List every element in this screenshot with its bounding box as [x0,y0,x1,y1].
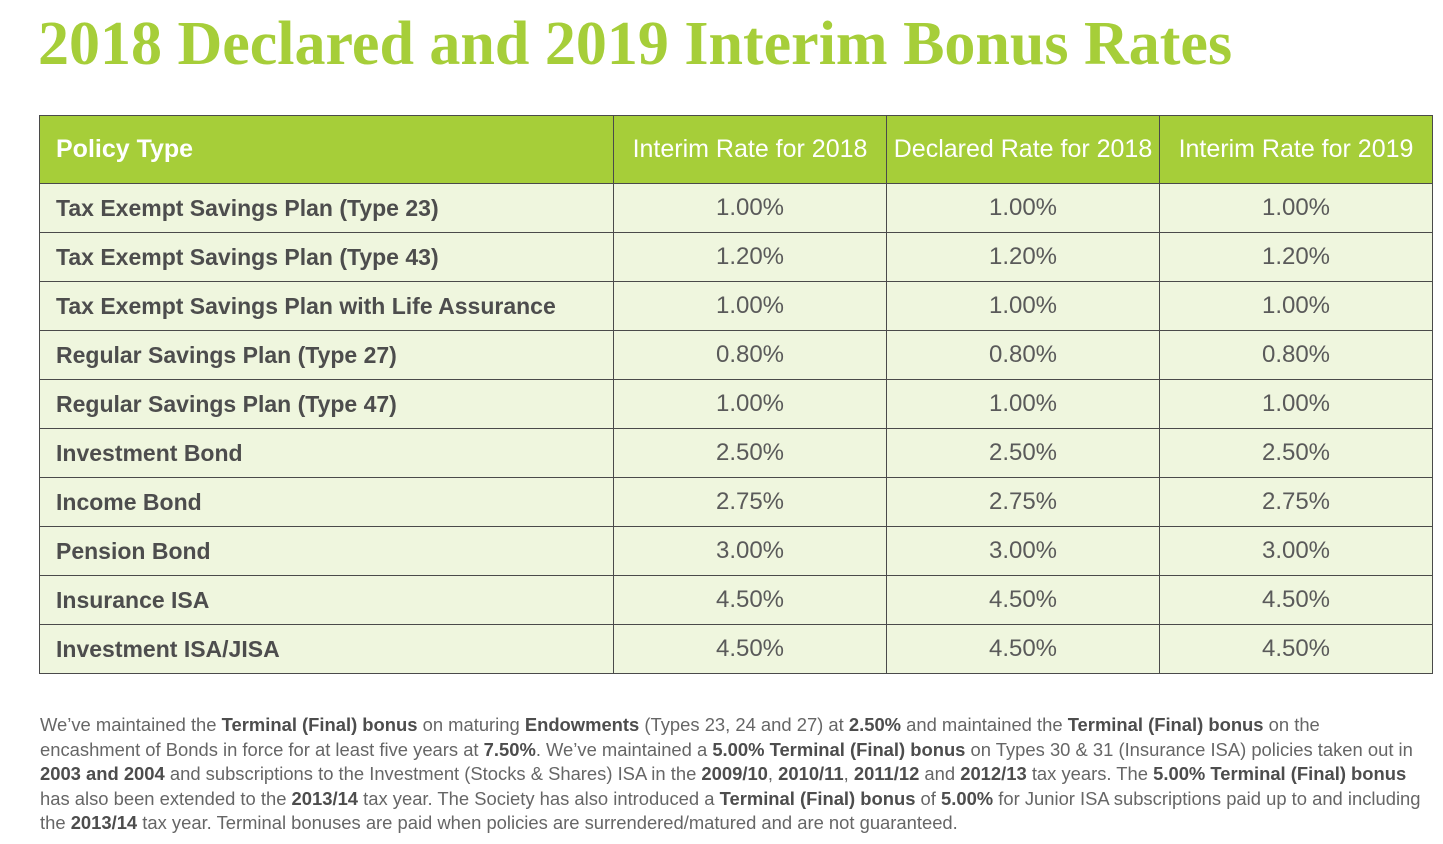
table-row: Tax Exempt Savings Plan (Type 23) 1.00% … [39,183,1433,233]
footnote-highlight: 2010/11 [778,763,844,785]
footnote-highlight: Endowments [524,714,640,735]
footnote-highlight: 5.00% Terminal (Final) bonus [712,738,966,760]
interim-2018-cell: 1.00% [613,183,887,233]
interim-2019-cell: 4.50% [1159,575,1433,625]
footnote-text: and [919,763,961,785]
footnote-text: . We’ve maintained a [535,738,713,760]
interim-2018-cell: 4.50% [613,575,887,625]
footnote-highlight: Terminal (Final) bonus [719,787,916,809]
policy-type-cell: Income Bond [39,477,614,527]
policy-type-cell: Tax Exempt Savings Plan (Type 43) [39,232,614,282]
footnote-text: and subscriptions to the Investment (Sto… [164,763,702,785]
interim-2019-cell: 1.00% [1159,281,1433,331]
footnote-text: tax year. Terminal bonuses are paid when… [137,812,958,834]
table-row: Regular Savings Plan (Type 47) 1.00% 1.0… [39,379,1433,429]
policy-type-cell: Regular Savings Plan (Type 27) [39,330,614,380]
declared-2018-cell: 1.00% [886,379,1160,429]
footnote-highlight: Terminal (Final) bonus [221,714,418,735]
table-row: Investment ISA/JISA 4.50% 4.50% 4.50% [39,624,1433,674]
declared-2018-cell: 3.00% [886,526,1160,576]
policy-type-cell: Pension Bond [39,526,614,576]
interim-2019-cell: 2.75% [1159,477,1433,527]
header-interim-2018: Interim Rate for 2018 [613,115,887,184]
footnote-highlight: 7.50% [483,738,536,760]
table-row: Pension Bond 3.00% 3.00% 3.00% [39,526,1433,576]
header-interim-2019: Interim Rate for 2019 [1159,115,1433,184]
interim-2018-cell: 2.50% [613,428,887,478]
declared-2018-cell: 2.75% [886,477,1160,527]
footnote-text: tax years. The [1026,763,1154,785]
declared-2018-cell: 1.00% [886,281,1160,331]
interim-2019-cell: 1.00% [1159,379,1433,429]
table-row: Income Bond 2.75% 2.75% 2.75% [39,477,1433,527]
footnote-highlight: 2013/14 [70,812,138,834]
footnote-text: on Types 30 & 31 (Insurance ISA) policie… [965,738,1413,760]
footnote-highlight: 2.50% [848,714,902,735]
bonus-rates-table: Policy Type Interim Rate for 2018 Declar… [39,115,1433,674]
footnote-text: We’ve maintained the [40,714,222,735]
interim-2018-cell: 4.50% [613,624,887,674]
footnote-highlight: 2009/10 [701,763,768,785]
table-row: Tax Exempt Savings Plan (Type 43) 1.20% … [39,232,1433,282]
table-row: Regular Savings Plan (Type 27) 0.80% 0.8… [39,330,1433,380]
policy-type-cell: Investment ISA/JISA [39,624,614,674]
interim-2018-cell: 1.20% [613,232,887,282]
page-title: 2018 Declared and 2019 Interim Bonus Rat… [38,10,1233,78]
interim-2018-cell: 1.00% [613,281,887,331]
footnote-text: , [767,763,779,785]
policy-type-cell: Tax Exempt Savings Plan (Type 23) [39,183,614,233]
declared-2018-cell: 4.50% [886,624,1160,674]
interim-2018-cell: 1.00% [613,379,887,429]
interim-2019-cell: 4.50% [1159,624,1433,674]
table-row: Insurance ISA 4.50% 4.50% 4.50% [39,575,1433,625]
footnote-text: , [843,763,854,785]
declared-2018-cell: 0.80% [886,330,1160,380]
footnote-highlight: 2003 and 2004 [40,763,165,785]
table-row: Tax Exempt Savings Plan with Life Assura… [39,281,1433,331]
policy-type-cell: Regular Savings Plan (Type 47) [39,379,614,429]
policy-type-cell: Investment Bond [39,428,614,478]
footnote-highlight: 2012/13 [960,763,1027,785]
interim-2018-cell: 2.75% [613,477,887,527]
declared-2018-cell: 2.50% [886,428,1160,478]
interim-2018-cell: 3.00% [613,526,887,576]
header-policy-type: Policy Type [39,115,614,184]
policy-type-cell: Insurance ISA [39,575,614,625]
interim-2019-cell: 2.50% [1159,428,1433,478]
header-declared-2018: Declared Rate for 2018 [886,115,1160,184]
interim-2018-cell: 0.80% [613,330,887,380]
table-row: Investment Bond 2.50% 2.50% 2.50% [39,428,1433,478]
footnote-text: for Junior ISA subscriptions paid up to … [40,787,1421,834]
declared-2018-cell: 1.00% [886,183,1160,233]
terminal-bonus-footnote: We’ve maintained the Terminal (Final) bo… [40,713,1425,836]
interim-2019-cell: 0.80% [1159,330,1433,380]
policy-type-cell: Tax Exempt Savings Plan with Life Assura… [39,281,614,331]
footnote-text: on maturing [417,714,525,735]
declared-2018-cell: 4.50% [886,575,1160,625]
interim-2019-cell: 1.20% [1159,232,1433,282]
footnote-highlight: 5.00% Terminal (Final) bonus [1153,763,1407,785]
footnote-highlight: Terminal (Final) bonus [1067,714,1264,735]
footnote-text: on the encashment of Bonds in force for … [40,714,1320,760]
footnote-text: and maintained the [901,714,1068,735]
table-header-row: Policy Type Interim Rate for 2018 Declar… [39,115,1433,184]
interim-2019-cell: 3.00% [1159,526,1433,576]
footnote-highlight: 2013/14 [291,787,359,809]
footnote-text: of [915,787,941,809]
footnote-highlight: 2011/12 [853,763,920,785]
footnote-highlight: 5.00% [941,787,994,809]
footnote-text: has also been extended to the [40,787,292,809]
interim-2019-cell: 1.00% [1159,183,1433,233]
footnote-text: tax year. The Society has also introduce… [358,787,720,809]
footnote-text: (Types 23, 24 and 27) at [639,714,849,735]
declared-2018-cell: 1.20% [886,232,1160,282]
